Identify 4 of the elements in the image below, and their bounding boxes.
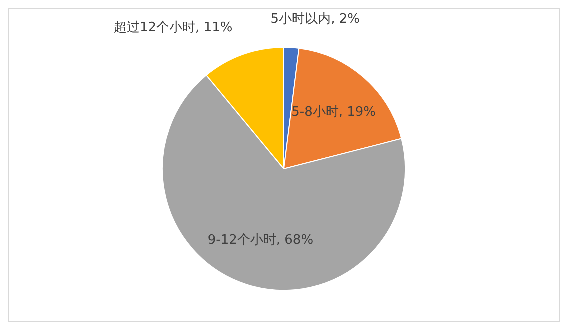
- slice-label: 5小时以内, 2%: [270, 12, 360, 28]
- slice-label: 超过12个小时, 11%: [114, 20, 233, 36]
- slice-label: 9-12个小时, 68%: [208, 233, 314, 248]
- slice-label: 5-8小时, 19%: [292, 104, 376, 120]
